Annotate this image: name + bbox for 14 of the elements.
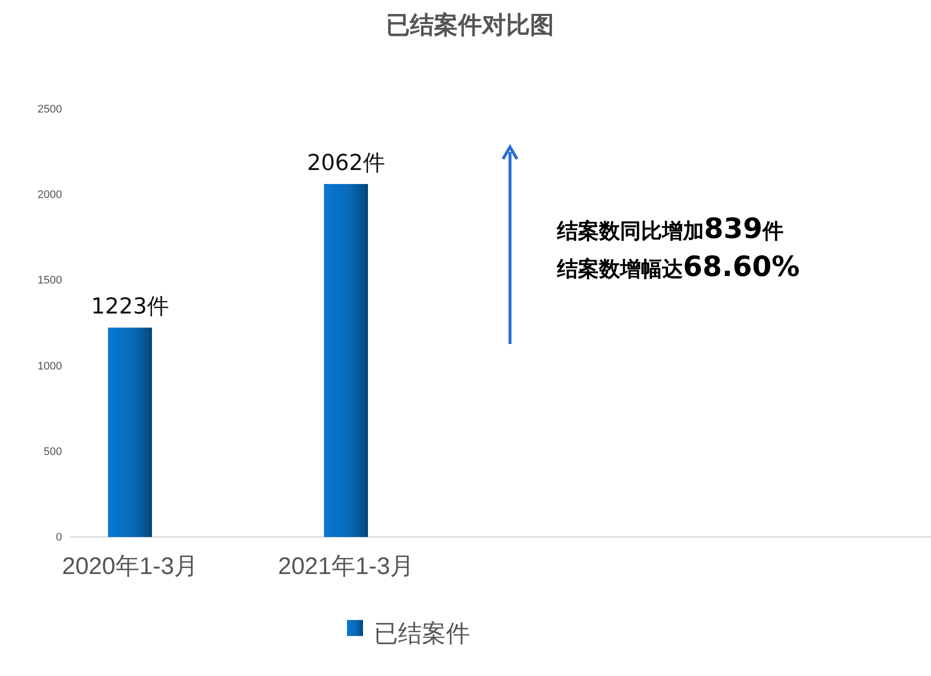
y-tick-label: 1500 xyxy=(38,274,62,287)
text: 结案数同比增加839件 xyxy=(556,212,784,245)
y-tick-label: 0 xyxy=(56,532,62,544)
text: 1223件 xyxy=(91,294,169,320)
text: 2062件 xyxy=(307,150,385,176)
text: 结案数增幅达68.60% xyxy=(556,250,800,283)
legend-label: 已结案件 xyxy=(374,620,470,648)
chart-title: 已结案件对比图 xyxy=(386,11,554,39)
x-tick-label: 2021年1-3月 xyxy=(278,553,414,580)
y-tick-label: 1000 xyxy=(38,360,62,372)
x-tick-label: 2020年1-3月 xyxy=(62,553,198,580)
y-tick-label: 500 xyxy=(44,446,62,458)
y-tick-label: 2500 xyxy=(38,104,62,116)
y-tick-label: 2000 xyxy=(38,189,62,202)
